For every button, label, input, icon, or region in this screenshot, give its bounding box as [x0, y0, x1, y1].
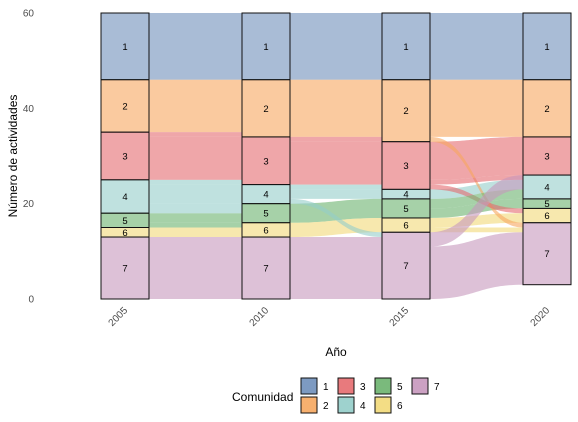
stratum-label-2005-1: 1 — [122, 42, 127, 53]
legend-swatch-2 — [300, 396, 318, 414]
x-axis-title: Año — [325, 345, 347, 359]
stratum-label-2005-3: 3 — [122, 152, 127, 163]
stratum-label-2020-4: 4 — [544, 182, 549, 193]
legend-label-4: 4 — [360, 401, 366, 412]
stratum-label-2015-2: 2 — [403, 106, 408, 117]
stratum-2010-2 — [241, 79, 291, 138]
flow-2005-4-to-2010-4 — [149, 184, 242, 204]
stratum-2010-7 — [241, 236, 291, 300]
stratum-2020-3 — [522, 136, 572, 176]
stratum-2020-7 — [522, 222, 572, 286]
flow-2005-1-to-2010-1 — [149, 13, 242, 80]
y-tick-40: 40 — [23, 104, 35, 115]
flow-2010-4-to-2015-4 — [290, 189, 382, 199]
flow-2010-7-to-2015-7 — [290, 237, 382, 299]
flow-2005-2-to-2010-2 — [149, 79, 242, 133]
x-tick-2020: 2020 — [529, 305, 553, 329]
legend: Comunidad 1 3 5 7 2 4 6 — [232, 377, 440, 414]
flow-2005-4-to-2010-5 — [149, 203, 242, 214]
flow-2015-2-to-2020-7 — [430, 136, 523, 228]
legend-swatch-4 — [337, 396, 355, 414]
legend-label-5: 5 — [397, 382, 403, 393]
stratum-label-2005-5: 5 — [122, 216, 127, 227]
legend-items: 1 3 5 7 2 4 6 — [300, 377, 440, 414]
legend-swatch-7 — [411, 377, 429, 395]
y-axis-title: Número de actividades — [6, 95, 20, 218]
flow-2015-2-to-2020-2 — [430, 79, 523, 137]
flow-2015-1-to-2020-1 — [430, 13, 523, 80]
stratum-2015-7 — [381, 231, 431, 300]
flow-2010-2-to-2015-2 — [290, 79, 382, 137]
stratum-label-2005-6: 6 — [122, 228, 127, 239]
stratum-2010-3 — [241, 136, 291, 186]
y-axis-ticks: 0 20 40 60 — [23, 9, 35, 306]
flow-2010-4-to-2015-7 — [290, 198, 382, 238]
flow-2010-3-to-2015-3 — [290, 141, 382, 185]
x-tick-2015: 2015 — [388, 305, 412, 329]
legend-swatch-1 — [300, 377, 318, 395]
flow-2005-4-to-2010-3 — [149, 179, 242, 185]
flow-2005-5-to-2010-6 — [149, 222, 242, 228]
stratum-label-2015-7: 7 — [403, 261, 408, 272]
stratum-label-2010-1: 1 — [263, 42, 268, 53]
stratum-label-2005-7: 7 — [122, 264, 127, 275]
stratum-label-2020-5: 5 — [544, 199, 549, 210]
stratum-label-2005-2: 2 — [122, 101, 127, 112]
flow-2005-7-to-2010-7 — [149, 237, 242, 299]
y-tick-20: 20 — [23, 199, 35, 210]
stratum-2005-7 — [100, 236, 150, 300]
x-tick-2010: 2010 — [248, 305, 272, 329]
stratum-label-2010-7: 7 — [263, 264, 268, 275]
flow-2005-6-to-2010-6 — [149, 227, 242, 238]
legend-label-7: 7 — [434, 382, 440, 393]
stratum-label-2015-6: 6 — [403, 221, 408, 232]
flow-2010-4-to-2015-3 — [290, 184, 382, 190]
y-tick-0: 0 — [28, 295, 34, 306]
stratum-2015-3 — [381, 141, 431, 190]
legend-swatch-6 — [374, 396, 392, 414]
legend-label-2: 2 — [323, 401, 329, 412]
flow-2010-1-to-2015-1 — [290, 13, 382, 80]
stratum-label-2010-5: 5 — [263, 209, 268, 220]
legend-swatch-3 — [337, 377, 355, 395]
stratum-label-2005-4: 4 — [122, 192, 127, 203]
stratum-label-2015-3: 3 — [403, 161, 408, 172]
stratum-label-2010-4: 4 — [263, 190, 268, 201]
stratum-label-2020-6: 6 — [544, 211, 549, 222]
stratum-2005-4 — [100, 179, 150, 214]
stratum-2010-1 — [241, 12, 291, 81]
legend-label-6: 6 — [397, 401, 403, 412]
stratum-label-2020-2: 2 — [544, 104, 549, 115]
legend-label-1: 1 — [323, 382, 329, 393]
flow-2015-7-to-2020-7 — [430, 232, 523, 299]
stratum-label-2010-2: 2 — [263, 104, 268, 115]
legend-title: Comunidad — [232, 390, 293, 404]
stratum-label-2015-5: 5 — [403, 204, 408, 215]
flow-2005-5-to-2010-5 — [149, 213, 242, 223]
flows-layer — [149, 13, 523, 299]
stratum-label-2010-6: 6 — [263, 225, 268, 236]
legend-label-3: 3 — [360, 382, 366, 393]
stratum-2015-2 — [381, 79, 431, 143]
stratum-label-2020-3: 3 — [544, 152, 549, 163]
flow-2015-7-to-2020-3 — [430, 175, 523, 247]
y-tick-60: 60 — [23, 9, 35, 20]
stratum-label-2010-3: 3 — [263, 156, 268, 167]
flow-2010-3-to-2015-2 — [290, 136, 382, 142]
flow-2005-3-to-2010-3 — [149, 136, 242, 180]
stratum-2015-1 — [381, 12, 431, 81]
stratum-label-2020-7: 7 — [544, 249, 549, 260]
stratum-2005-3 — [100, 131, 150, 181]
x-axis-ticks: 2005 2010 2015 2020 — [107, 305, 553, 329]
stratum-2020-1 — [522, 12, 572, 81]
flow-2015-3-to-2020-4 — [430, 175, 523, 185]
legend-swatch-5 — [374, 377, 392, 395]
stratum-label-2020-1: 1 — [544, 42, 549, 53]
flow-2005-3-to-2010-2 — [149, 132, 242, 137]
x-tick-2005: 2005 — [107, 305, 131, 329]
stratum-label-2015-4: 4 — [403, 190, 408, 201]
stratum-label-2015-1: 1 — [403, 42, 408, 53]
